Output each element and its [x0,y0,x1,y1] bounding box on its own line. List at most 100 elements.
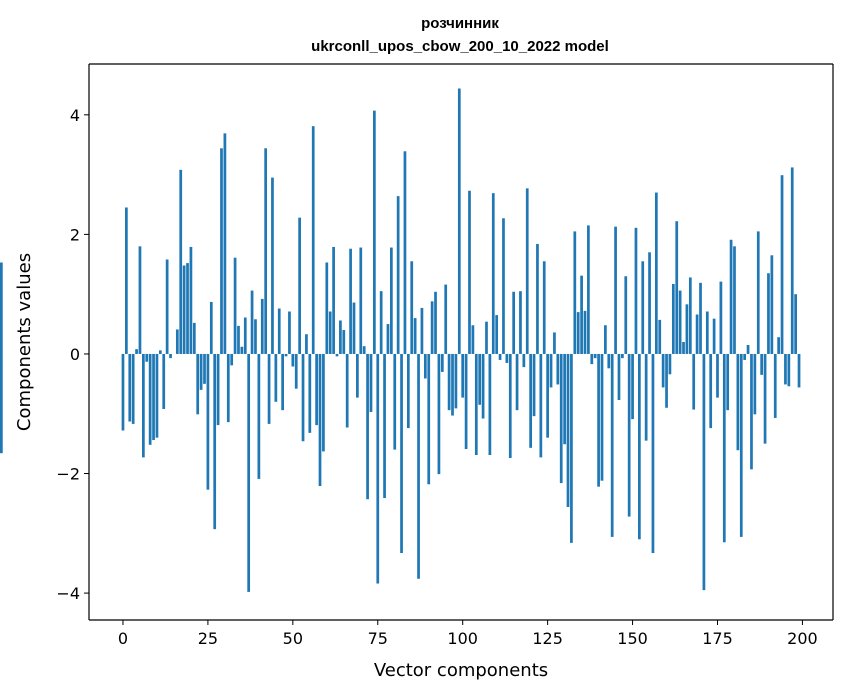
bar [440,353,444,372]
bar [719,281,723,354]
bar [315,353,318,426]
bar [549,353,553,388]
bar [722,353,726,543]
bar [607,353,611,369]
bar [451,353,454,416]
bar [243,317,247,354]
bar [318,353,322,487]
bar [709,353,713,429]
x-tick-label: 125 [532,629,563,648]
bar [671,284,675,354]
bar [352,302,356,354]
bar [627,353,631,517]
bar [284,353,288,357]
bar [641,261,645,354]
bar [230,353,234,366]
bar [417,353,420,579]
bar-series [0,88,801,592]
bar [488,353,492,455]
bar [342,330,346,354]
bar [750,353,753,470]
bar [189,246,193,354]
bar [658,319,662,354]
bar [648,252,651,354]
bar [512,291,516,354]
bar [733,246,736,354]
bar [532,353,536,417]
bar [780,175,784,354]
bar [556,353,560,385]
bar [457,88,461,354]
bar [373,110,376,354]
bar [152,353,155,441]
bar [420,307,424,354]
bar [726,353,730,411]
bar [332,246,335,354]
bar [206,353,210,490]
bar [135,349,138,354]
y-axis-label: Components values [14,253,35,431]
bar [349,248,352,354]
bar [322,353,325,452]
bar [600,353,604,481]
bar [770,255,774,354]
bar [393,353,397,450]
bar [356,353,359,398]
bar [158,350,162,354]
bar [199,353,203,390]
bar [610,353,614,537]
bar [257,353,261,479]
bar [580,275,583,354]
bar [478,353,482,405]
bar [0,262,3,354]
bar [430,301,434,354]
bar [604,325,607,354]
bar [294,353,298,389]
bar [624,276,628,354]
bar [155,353,159,438]
bar [423,353,427,379]
bar [121,353,125,431]
bar [566,353,570,508]
bar [739,353,743,537]
bar [196,353,200,415]
bar [695,314,699,354]
bar [220,148,223,354]
bar [301,353,305,442]
bar [794,294,797,354]
bar [539,353,543,458]
bar [386,324,390,354]
chart-title: розчинник [421,15,499,32]
bar [128,353,132,422]
bar [505,353,509,363]
bar [400,353,403,554]
bar [437,353,441,475]
bar [502,218,505,354]
bar [406,353,410,429]
bar [665,353,668,408]
bar [444,284,448,354]
bar [0,353,3,454]
bar [240,346,244,354]
y-tick-label: 2 [70,225,80,244]
bar [447,353,451,411]
bar [250,290,254,354]
bar [729,239,733,354]
x-axis-label: Vector components [374,660,548,681]
bar [495,315,499,354]
bar [288,311,291,354]
bar [797,353,801,388]
bar [522,353,526,368]
bar [369,353,373,412]
bar [573,231,577,354]
bar [169,353,172,359]
bar [396,196,400,354]
bar [773,353,777,418]
bar [427,353,431,485]
bar [325,262,329,354]
bar [760,353,764,375]
bar [383,353,386,499]
x-axis-ticks: 0 25 50 75 100 125 150 175 200 [118,620,818,648]
bar [474,353,478,455]
